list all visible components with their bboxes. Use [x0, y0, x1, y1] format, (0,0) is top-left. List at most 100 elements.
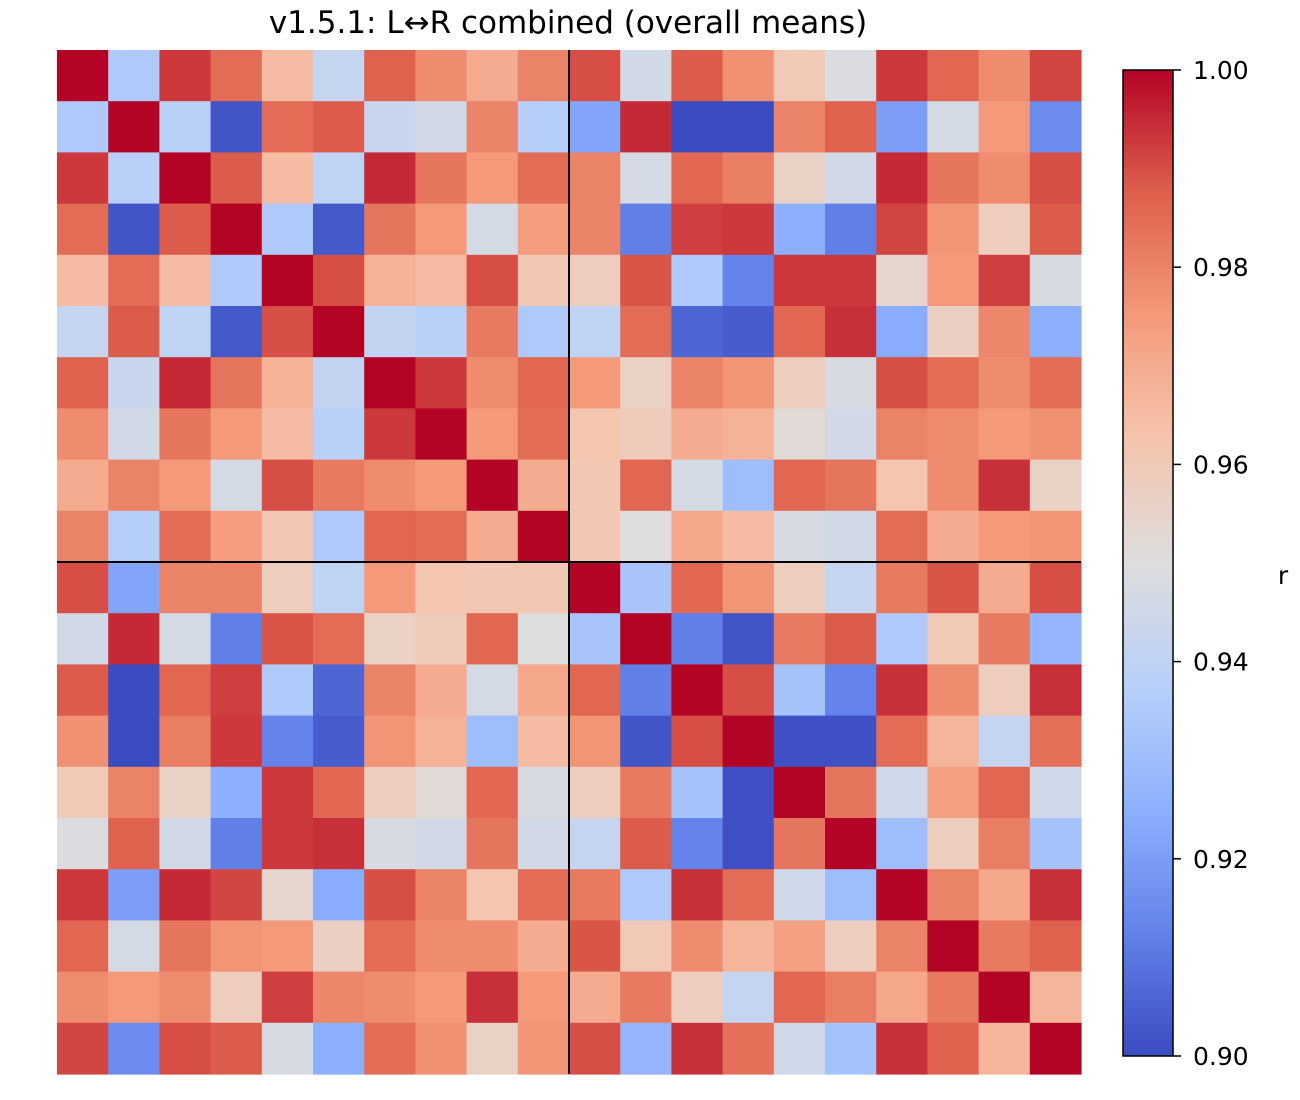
heatmap-cell — [927, 766, 980, 819]
heatmap-cell — [825, 715, 877, 768]
heatmap-cell — [1029, 1022, 1082, 1075]
heatmap-cell — [773, 408, 826, 461]
heatmap-cell — [517, 715, 570, 768]
heatmap-cell — [261, 1022, 314, 1075]
heatmap-cell — [876, 203, 928, 256]
heatmap-cell — [261, 818, 314, 870]
heatmap-cell — [313, 869, 365, 921]
heatmap-cell — [159, 254, 212, 307]
heatmap-cell — [159, 715, 212, 768]
heatmap-cell — [57, 152, 109, 205]
heatmap-cell — [978, 1022, 1031, 1075]
heatmap-cell — [722, 306, 775, 358]
heatmap-cell — [517, 254, 570, 307]
heatmap-cell — [876, 613, 928, 665]
heatmap-cell — [517, 306, 570, 358]
heatmap-cell — [57, 459, 109, 512]
heatmap-cell — [57, 50, 109, 102]
heatmap-cell — [313, 254, 365, 307]
heatmap-cell — [415, 408, 468, 461]
heatmap-cell — [1029, 50, 1082, 102]
heatmap-cell — [825, 357, 877, 409]
heatmap-cell — [261, 203, 314, 256]
heatmap-cell — [620, 510, 672, 563]
heatmap-cell — [466, 1022, 519, 1075]
heatmap-cell — [210, 254, 263, 307]
heatmap-cell — [927, 613, 980, 665]
heatmap-cell — [620, 1022, 672, 1075]
heatmap-cell — [1029, 459, 1082, 512]
heatmap-cell — [876, 459, 928, 512]
heatmap-cell — [159, 203, 212, 256]
heatmap-cell — [517, 152, 570, 205]
heatmap-cell — [261, 50, 314, 102]
heatmap-cell — [671, 50, 724, 102]
heatmap-cell — [773, 715, 826, 768]
heatmap-cell — [313, 818, 365, 870]
heatmap-cell — [415, 971, 468, 1024]
heatmap-cell — [620, 101, 672, 153]
heatmap-cell — [569, 920, 621, 973]
heatmap-cell — [57, 254, 109, 307]
heatmap-cell — [620, 766, 672, 819]
heatmap-cell — [517, 562, 570, 614]
heatmap-cell — [620, 152, 672, 205]
heatmap-cell — [159, 459, 212, 512]
heatmap-cell — [825, 306, 877, 358]
heatmap-cell — [261, 664, 314, 717]
heatmap-cell — [261, 869, 314, 921]
heatmap-cell — [108, 408, 160, 461]
heatmap-cell — [927, 971, 980, 1024]
heatmap-cell — [722, 715, 775, 768]
heatmap-cell — [1029, 869, 1082, 921]
heatmap-cell — [671, 920, 724, 973]
heatmap-cell — [876, 562, 928, 614]
heatmap-cell — [1029, 408, 1082, 461]
heatmap-cell — [517, 408, 570, 461]
heatmap-cell — [620, 254, 672, 307]
chart-title: v1.5.1: L↔R combined (overall means) — [269, 5, 867, 41]
heatmap-cell — [108, 613, 160, 665]
heatmap-cell — [364, 101, 416, 153]
heatmap-cell — [825, 1022, 877, 1075]
heatmap-cell — [978, 971, 1031, 1024]
heatmap-cell — [210, 1022, 263, 1075]
heatmap-cell — [671, 971, 724, 1024]
heatmap-cell — [108, 818, 160, 870]
heatmap-cell — [927, 408, 980, 461]
heatmap-cell — [57, 869, 109, 921]
heatmap-cell — [415, 254, 468, 307]
heatmap-cell — [261, 715, 314, 768]
heatmap-cell — [876, 306, 928, 358]
heatmap-cell — [364, 408, 416, 461]
heatmap-cell — [722, 664, 775, 717]
colorbar-label: r — [1278, 561, 1289, 590]
heatmap-cell — [210, 766, 263, 819]
heatmap-cell — [722, 357, 775, 409]
heatmap-cell — [569, 869, 621, 921]
heatmap-cell — [978, 818, 1031, 870]
heatmap-cell — [261, 357, 314, 409]
heatmap-cell — [927, 459, 980, 512]
heatmap-cell — [415, 562, 468, 614]
heatmap-cell — [415, 203, 468, 256]
heatmap-cell — [415, 715, 468, 768]
heatmap-cell — [415, 818, 468, 870]
heatmap-cell — [313, 152, 365, 205]
heatmap-cell — [773, 1022, 826, 1075]
heatmap-cell — [313, 920, 365, 973]
heatmap-cell — [569, 357, 621, 409]
heatmap-cell — [210, 613, 263, 665]
heatmap-cell — [57, 766, 109, 819]
heatmap-cell — [978, 408, 1031, 461]
heatmap-cell — [569, 818, 621, 870]
heatmap-cell — [927, 510, 980, 563]
heatmap-cell — [210, 408, 263, 461]
heatmap-cell — [773, 203, 826, 256]
heatmap-cell — [364, 971, 416, 1024]
heatmap-cell — [517, 869, 570, 921]
heatmap-cell — [415, 920, 468, 973]
heatmap-cell — [466, 50, 519, 102]
heatmap-cell — [466, 203, 519, 256]
heatmap-cell — [261, 562, 314, 614]
